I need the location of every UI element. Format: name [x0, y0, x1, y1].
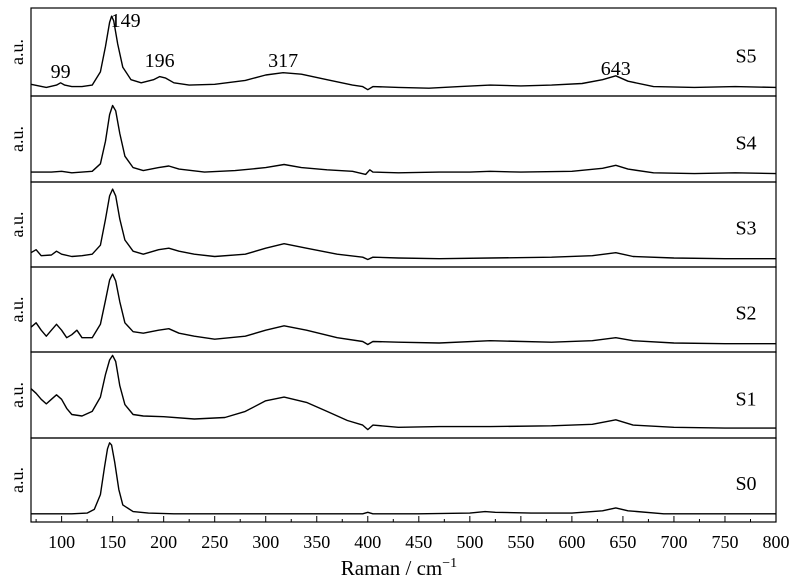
y-axis-label-S5: a.u.	[7, 39, 27, 65]
panel-frame-S1	[30, 351, 777, 439]
x-axis-label: Raman / cm	[341, 556, 442, 580]
series-line-S2	[30, 273, 776, 346]
x-axis-title: Raman / cm−1	[341, 556, 457, 580]
x-tick-label-750: 750	[711, 532, 738, 552]
y-axis-label-S3: a.u.	[7, 212, 27, 238]
y-axis-label-S1: a.u.	[7, 382, 27, 408]
series-label-S0: S0	[735, 473, 756, 495]
series-label-S5: S5	[735, 46, 756, 68]
x-tick-label-150: 150	[99, 532, 126, 552]
x-ticks-layer: 100 150 200 250 300 350 400 450 500 550 600 650 700 7…	[35, 516, 790, 552]
y-axis-label-S0: a.u.	[7, 467, 27, 493]
panels-layer: S5 a.u. S4 a.u. S3 a.u. S2 a.u. S1 a.u. S0 a.u.	[7, 7, 777, 523]
peak-label-643: 643	[601, 58, 631, 80]
x-tick-label-600: 600	[558, 532, 585, 552]
series-label-S3: S3	[735, 218, 756, 240]
x-tick-label-200: 200	[150, 532, 177, 552]
x-tick-label-800: 800	[763, 532, 790, 552]
x-tick-label-500: 500	[456, 532, 483, 552]
x-tick-label-100: 100	[48, 532, 75, 552]
y-axis-label-S2: a.u.	[7, 297, 27, 323]
x-tick-label-650: 650	[609, 532, 636, 552]
series-label-S4: S4	[735, 132, 756, 154]
x-tick-label-700: 700	[660, 532, 687, 552]
peak-label-317: 317	[268, 50, 298, 72]
x-tick-label-450: 450	[405, 532, 432, 552]
series-line-S3	[30, 188, 776, 261]
x-tick-label-400: 400	[354, 532, 381, 552]
series-label-S2: S2	[735, 303, 756, 325]
series-line-S4	[31, 104, 777, 176]
x-tick-label-550: 550	[507, 532, 534, 552]
series-label-S1: S1	[735, 388, 756, 410]
peak-label-99: 99	[51, 61, 71, 83]
panel-frame-S2	[30, 266, 777, 353]
peak-label-196: 196	[145, 50, 175, 72]
x-tick-label-300: 300	[252, 532, 279, 552]
x-tick-label-250: 250	[201, 532, 228, 552]
series-line-S5	[30, 15, 777, 91]
panel-frame-S4	[30, 95, 777, 183]
y-axis-label-S4: a.u.	[7, 126, 27, 152]
peak-label-149: 149	[111, 10, 141, 32]
x-axis-label-superscript: −1	[442, 556, 457, 571]
panel-frame-S0	[30, 437, 777, 523]
series-line-S1	[30, 354, 776, 431]
series-line-S0	[31, 442, 776, 515]
x-tick-label-350: 350	[303, 532, 330, 552]
